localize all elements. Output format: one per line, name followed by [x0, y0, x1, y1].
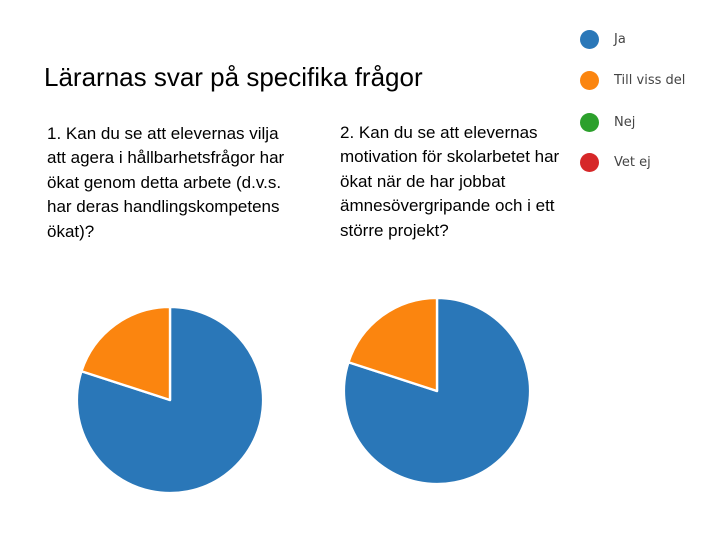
question-1-text: 1. Kan du se att elevernas vilja att age…: [47, 124, 285, 241]
legend-item-ja: Ja: [580, 27, 626, 51]
pie-chart-question-1: [75, 305, 265, 495]
legend-item-vet-ej: Vet ej: [580, 150, 651, 174]
legend-item-nej: Nej: [580, 110, 635, 134]
legend-label-till-viss-del: Till viss del: [614, 72, 686, 88]
pie-1-slice-till-viss-del: [80, 305, 172, 402]
slide-title: Lärarnas svar på specifika frågor: [44, 62, 423, 92]
legend-swatch-till-viss-del: [580, 70, 599, 90]
pie-chart-question-2: [342, 296, 532, 486]
question-2-text: 2. Kan du se att elevernas motivation fö…: [340, 123, 560, 240]
legend-swatch-ja: [580, 29, 599, 49]
legend-item-till-viss-del: Till viss del: [580, 68, 685, 92]
legend-swatch-nej: [580, 112, 599, 132]
legend-label-nej: Nej: [614, 114, 636, 130]
legend-swatch-vet-ej: [580, 152, 599, 172]
legend-label-vet-ej: Vet ej: [614, 154, 651, 170]
legend-label-ja: Ja: [614, 31, 626, 47]
pie-2-slice-till-viss-del: [347, 296, 439, 393]
